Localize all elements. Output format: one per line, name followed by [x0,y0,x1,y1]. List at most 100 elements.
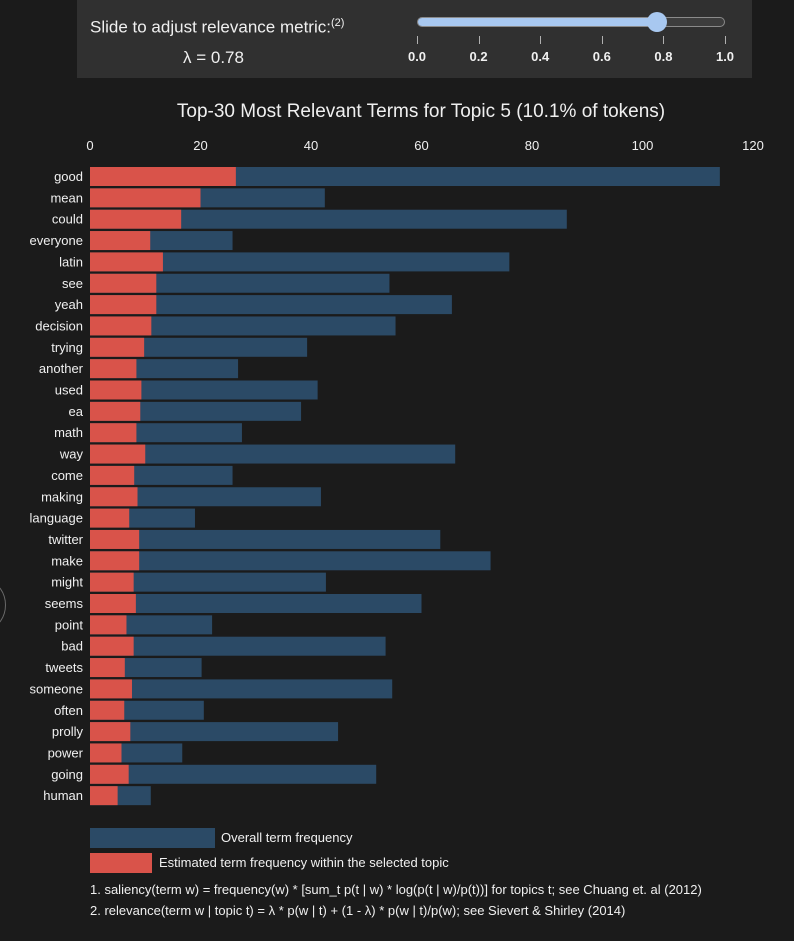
bar-topic-point[interactable] [90,615,127,635]
slider-tick [725,36,726,44]
bar-topic-going[interactable] [90,764,129,784]
lambda-slider-thumb[interactable] [647,12,668,32]
bar-topic-another[interactable] [90,359,137,379]
term-label-way[interactable]: way [59,447,84,462]
term-label-making[interactable]: making [41,489,83,504]
bar-topic-bad[interactable] [90,636,134,656]
term-label-often[interactable]: often [54,703,83,718]
term-label-might[interactable]: might [51,575,83,590]
bar-overall-bad[interactable] [90,636,386,656]
bar-topic-make[interactable] [90,551,140,571]
bar-overall-latin[interactable] [90,252,510,272]
slider-label-text: Slide to adjust relevance metric: [90,17,331,37]
bar-overall-someone[interactable] [90,679,393,699]
term-label-decision[interactable]: decision [35,318,83,333]
bar-overall-good[interactable] [90,167,720,186]
term-label-math[interactable]: math [54,425,83,440]
term-label-come[interactable]: come [51,468,83,483]
bar-overall-way[interactable] [90,444,456,464]
term-label-latin[interactable]: latin [59,254,83,269]
term-label-used[interactable]: used [55,383,83,398]
bar-topic-see[interactable] [90,273,157,293]
bar-overall-might[interactable] [90,572,326,592]
slider-tick-label: 0.8 [654,49,673,64]
bar-overall-twitter[interactable] [90,529,441,549]
term-label-twitter[interactable]: twitter [48,532,83,547]
topic-frequency-bars [90,167,236,806]
bar-topic-seems[interactable] [90,594,136,613]
bar-overall-yeah[interactable] [90,295,452,315]
term-label-going[interactable]: going [51,767,83,782]
bar-topic-way[interactable] [90,444,146,464]
lambda-slider-track[interactable] [417,17,725,27]
slider-tick-label: 1.0 [715,49,735,64]
bar-topic-math[interactable] [90,423,137,443]
bar-topic-ea[interactable] [90,401,141,421]
bar-overall-prolly[interactable] [90,722,339,742]
term-label-ea[interactable]: ea [69,404,84,419]
bar-topic-latin[interactable] [90,252,163,272]
x-tick-label: 0 [86,138,93,153]
bar-topic-power[interactable] [90,743,122,763]
bar-overall-ea[interactable] [90,401,302,421]
x-tick-label: 20 [193,138,207,153]
bar-topic-making[interactable] [90,487,138,507]
term-label-make[interactable]: make [51,553,83,568]
bar-topic-often[interactable] [90,700,125,720]
bar-topic-language[interactable] [90,508,130,528]
bar-topic-twitter[interactable] [90,529,140,549]
term-label-could[interactable]: could [52,212,83,227]
term-label-yeah[interactable]: yeah [55,297,83,312]
bar-topic-used[interactable] [90,380,142,400]
term-label-mean[interactable]: mean [50,190,83,205]
bar-overall-trying[interactable] [90,337,308,357]
bar-topic-someone[interactable] [90,679,132,699]
term-labels: good mean could everyone latin see yeah decisio… [30,169,84,803]
term-label-bad[interactable]: bad [61,639,83,654]
bar-topic-good[interactable] [90,167,236,186]
bar-topic-mean[interactable] [90,188,201,208]
legend-label-overall: Overall term frequency [221,830,353,845]
bar-overall-make[interactable] [90,551,491,571]
bar-topic-trying[interactable] [90,337,145,357]
relevance-slider-panel: Slide to adjust relevance metric:(2) λ =… [77,0,752,78]
term-label-trying[interactable]: trying [51,340,83,355]
term-label-see[interactable]: see [62,276,83,291]
slider-tick [663,36,665,44]
bar-topic-decision[interactable] [90,316,152,336]
bar-topic-come[interactable] [90,465,135,485]
term-label-everyone[interactable]: everyone [30,233,83,248]
bar-topic-everyone[interactable] [90,231,151,251]
bar-topic-human[interactable] [90,786,118,806]
bar-topic-yeah[interactable] [90,295,157,315]
bar-overall-used[interactable] [90,380,318,400]
x-tick-label: 120 [742,138,764,153]
slider-tick [417,36,418,44]
legend-swatch-topic [90,853,152,873]
bar-overall-making[interactable] [90,487,321,507]
term-label-seems[interactable]: seems [45,596,84,611]
term-label-power[interactable]: power [48,745,84,760]
slider-ticks: 0.0 0.2 0.4 0.6 0.8 1.0 [77,0,752,78]
bar-topic-could[interactable] [90,209,182,229]
bar-overall-seems[interactable] [90,594,422,613]
bar-overall-going[interactable] [90,764,377,784]
bar-overall-see[interactable] [90,273,390,293]
term-label-human[interactable]: human [43,788,83,803]
term-label-tweets[interactable]: tweets [45,660,83,675]
term-label-point[interactable]: point [55,617,84,632]
term-label-language[interactable]: language [30,511,84,526]
legend-label-topic: Estimated term frequency within the sele… [159,855,449,870]
bar-overall-decision[interactable] [90,316,396,336]
slider-tick-label: 0.6 [592,49,611,64]
bar-topic-might[interactable] [90,572,134,592]
bar-overall-could[interactable] [90,209,567,229]
term-label-another[interactable]: another [39,361,84,376]
bar-topic-prolly[interactable] [90,722,131,742]
term-label-good[interactable]: good [54,169,83,184]
term-label-prolly[interactable]: prolly [52,724,84,739]
x-axis: 0 20 40 60 80 100 120 [86,138,763,153]
slider-tick [540,36,542,44]
bar-topic-tweets[interactable] [90,658,125,678]
term-label-someone[interactable]: someone [30,681,83,696]
